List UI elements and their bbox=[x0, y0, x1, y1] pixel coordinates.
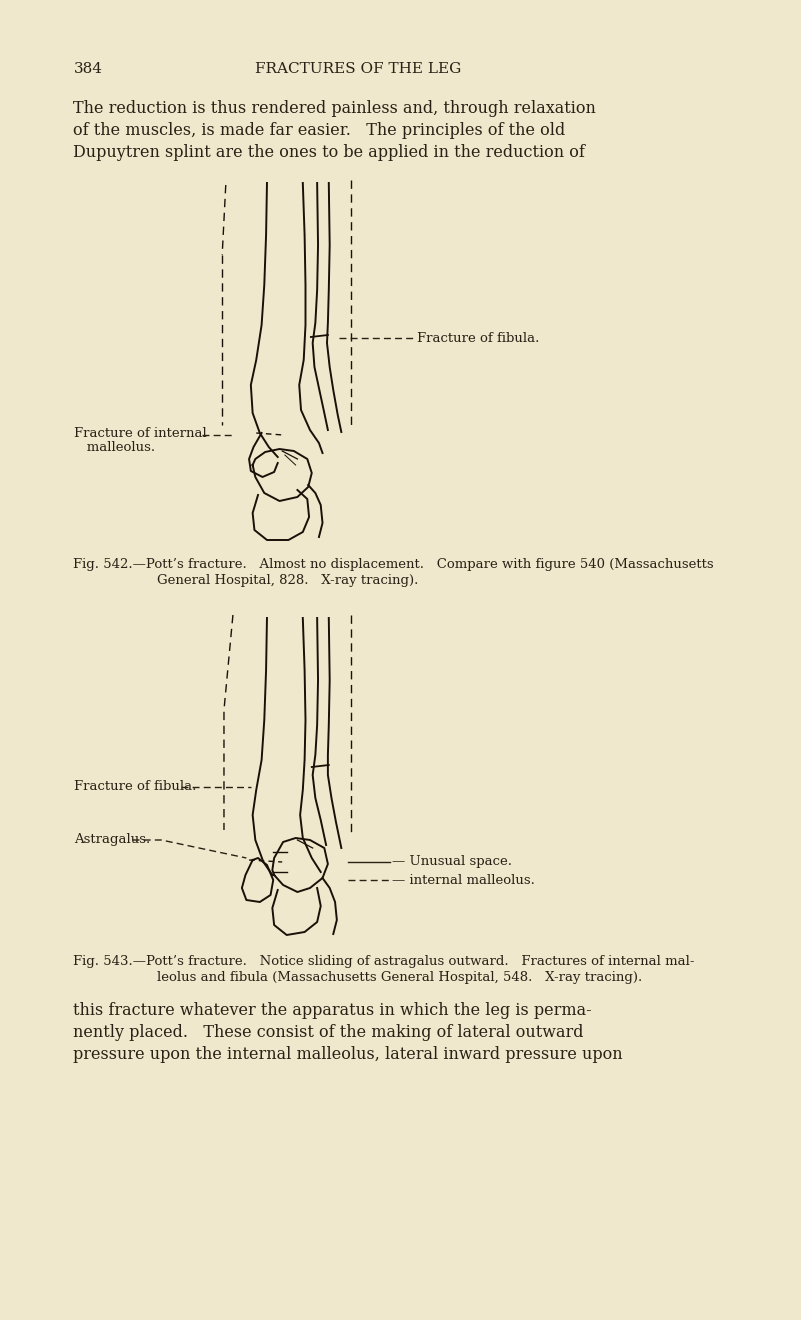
Text: leolus and fibula (Massachusetts General Hospital, 548.   X-ray tracing).: leolus and fibula (Massachusetts General… bbox=[157, 972, 642, 983]
Text: Astragalus.: Astragalus. bbox=[74, 833, 151, 846]
Text: pressure upon the internal malleolus, lateral inward pressure upon: pressure upon the internal malleolus, la… bbox=[74, 1045, 623, 1063]
Text: General Hospital, 828.   X-ray tracing).: General Hospital, 828. X-ray tracing). bbox=[157, 574, 418, 587]
Text: Fracture of fibula.: Fracture of fibula. bbox=[74, 780, 197, 793]
Text: Fracture of fibula.: Fracture of fibula. bbox=[417, 331, 539, 345]
Text: of the muscles, is made far easier.   The principles of the old: of the muscles, is made far easier. The … bbox=[74, 121, 566, 139]
Text: — internal malleolus.: — internal malleolus. bbox=[392, 874, 535, 887]
Text: — Unusual space.: — Unusual space. bbox=[392, 855, 513, 869]
Text: The reduction is thus rendered painless and, through relaxation: The reduction is thus rendered painless … bbox=[74, 100, 596, 117]
Text: this fracture whatever the apparatus in which the leg is perma-: this fracture whatever the apparatus in … bbox=[74, 1002, 592, 1019]
Text: nently placed.   These consist of the making of lateral outward: nently placed. These consist of the maki… bbox=[74, 1024, 584, 1041]
Text: 384: 384 bbox=[74, 62, 103, 77]
Text: Fracture of internal: Fracture of internal bbox=[74, 426, 207, 440]
Text: Fig. 542.—Pott’s fracture.   Almost no displacement.   Compare with figure 540 (: Fig. 542.—Pott’s fracture. Almost no dis… bbox=[74, 558, 714, 572]
Text: malleolus.: malleolus. bbox=[74, 441, 155, 454]
Text: FRACTURES OF THE LEG: FRACTURES OF THE LEG bbox=[256, 62, 461, 77]
Text: Fig. 543.—Pott’s fracture.   Notice sliding of astragalus outward.   Fractures o: Fig. 543.—Pott’s fracture. Notice slidin… bbox=[74, 954, 695, 968]
Text: Dupuytren splint are the ones to be applied in the reduction of: Dupuytren splint are the ones to be appl… bbox=[74, 144, 586, 161]
